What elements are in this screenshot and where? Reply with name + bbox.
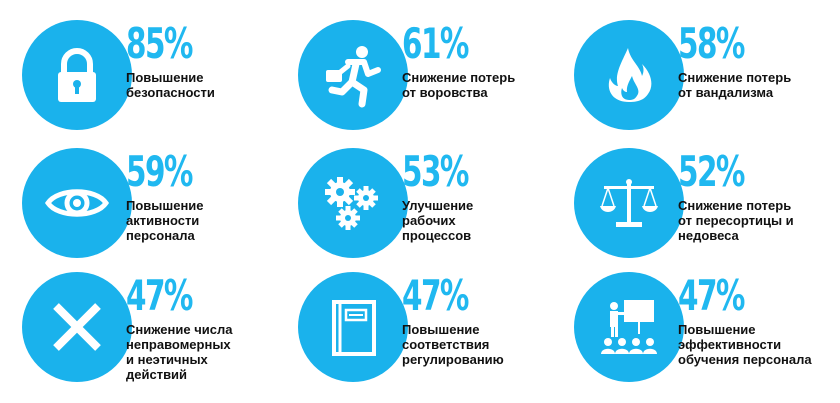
stat-percent: 85% [126, 19, 193, 68]
x-mark-icon [53, 303, 101, 351]
stat-circle [298, 20, 408, 130]
stat-percent: 58% [678, 19, 745, 68]
stat-training: 47% Повышение эффективности обучения пер… [574, 272, 840, 392]
stat-circle [574, 148, 684, 258]
stat-circle [574, 272, 684, 382]
fire-icon [608, 48, 652, 102]
stat-label: Повышение активности персонала [126, 198, 204, 243]
stat-work-processes: 53% Улучшение рабочих процессов [298, 148, 568, 268]
stat-circle [22, 20, 132, 130]
stat-percent: 59% [126, 147, 193, 196]
stat-label: Снижение числа неправомерных и неэтичных… [126, 322, 233, 382]
stat-circle [298, 272, 408, 382]
gears-icon [325, 177, 378, 230]
stat-circle [298, 148, 408, 258]
eye-icon [44, 189, 110, 217]
stat-label: Снижение потерь от воровства [402, 70, 516, 100]
stat-percent: 47% [126, 271, 193, 320]
stat-percent: 52% [678, 147, 745, 196]
stat-label: Повышение эффективности обучения персона… [678, 322, 812, 367]
stat-label: Снижение потерь от вандализма [678, 70, 792, 100]
stat-label: Повышение безопасности [126, 70, 215, 100]
scales-icon [600, 179, 658, 227]
stat-circle [22, 148, 132, 258]
stat-unethical-actions: 47% Снижение числа неправомерных и неэти… [22, 272, 292, 392]
stat-circle [22, 272, 132, 382]
stat-percent: 53% [402, 147, 469, 196]
running-thief-icon [326, 46, 381, 108]
stat-vandalism: 58% Снижение потерь от вандализма [574, 20, 840, 140]
stat-staff-activity: 59% Повышение активности персонала [22, 148, 292, 268]
book-icon [332, 300, 376, 356]
stat-percent: 47% [678, 271, 745, 320]
stat-label: Улучшение рабочих процессов [402, 198, 474, 243]
stat-misgrading: 52% Снижение потерь от пересортицы и нед… [574, 148, 840, 268]
presentation-icon [601, 300, 657, 354]
stat-security: 85% Повышение безопасности [22, 20, 292, 140]
padlock-icon [58, 48, 96, 102]
stat-theft: 61% Снижение потерь от воровства [298, 20, 568, 140]
stat-compliance: 47% Повышение соответствия регулированию [298, 272, 568, 392]
stat-percent: 47% [402, 271, 469, 320]
stat-percent: 61% [402, 19, 469, 68]
stat-label: Повышение соответствия регулированию [402, 322, 504, 367]
stat-label: Снижение потерь от пересортицы и недовес… [678, 198, 794, 243]
stat-circle [574, 20, 684, 130]
